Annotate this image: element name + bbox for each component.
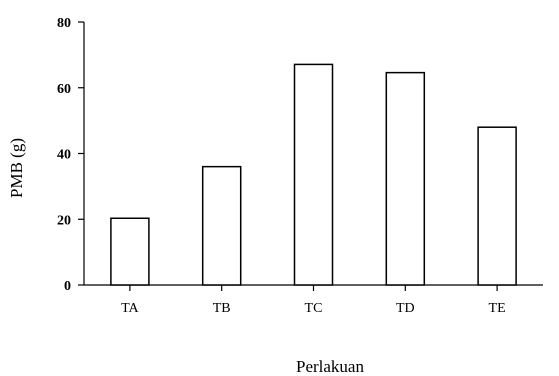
x-tick-label-ta: TA	[121, 301, 139, 316]
bars	[110, 63, 517, 286]
y-tick-label: 40	[57, 148, 71, 163]
x-axis-title: Perlakuan	[296, 357, 364, 376]
y-tick-label: 20	[57, 213, 71, 228]
x-tick-label-td: TD	[396, 301, 415, 316]
bar-td	[385, 71, 426, 286]
bar-te	[477, 126, 517, 286]
x-tick-label-te: TE	[489, 301, 506, 316]
bar-ta	[110, 217, 150, 286]
bar-tb	[201, 165, 242, 286]
ticks: 0 20 40 60 80 TA TB TC TD TE	[57, 16, 506, 316]
x-tick-label-tb: TB	[213, 301, 231, 316]
x-tick-label-tc: TC	[305, 301, 323, 316]
y-tick-label: 80	[57, 16, 71, 31]
y-axis-title: PMB (g)	[7, 138, 26, 198]
bar-tc	[293, 63, 334, 286]
y-tick-label: 60	[57, 82, 71, 97]
y-tick-label: 0	[64, 279, 71, 294]
